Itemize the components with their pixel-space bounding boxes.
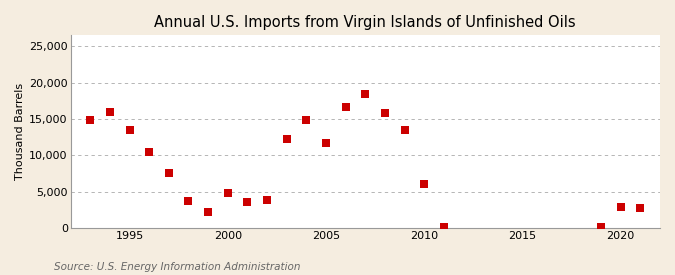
Point: [439, 224, 450, 229]
Point: [281, 137, 292, 141]
Point: [242, 200, 253, 204]
Point: [616, 205, 626, 209]
Title: Annual U.S. Imports from Virgin Islands of Unfinished Oils: Annual U.S. Imports from Virgin Islands …: [155, 15, 576, 30]
Point: [340, 104, 351, 109]
Point: [222, 191, 233, 195]
Point: [301, 118, 312, 123]
Point: [144, 149, 155, 154]
Point: [379, 111, 390, 115]
Point: [105, 109, 115, 114]
Point: [183, 199, 194, 203]
Point: [418, 182, 429, 186]
Point: [163, 171, 174, 176]
Y-axis label: Thousand Barrels: Thousand Barrels: [15, 83, 25, 180]
Point: [85, 118, 96, 123]
Point: [202, 210, 213, 214]
Text: Source: U.S. Energy Information Administration: Source: U.S. Energy Information Administ…: [54, 262, 300, 272]
Point: [124, 128, 135, 132]
Point: [399, 128, 410, 132]
Point: [360, 92, 371, 97]
Point: [321, 141, 331, 145]
Point: [635, 206, 646, 211]
Point: [595, 224, 606, 229]
Point: [262, 197, 273, 202]
